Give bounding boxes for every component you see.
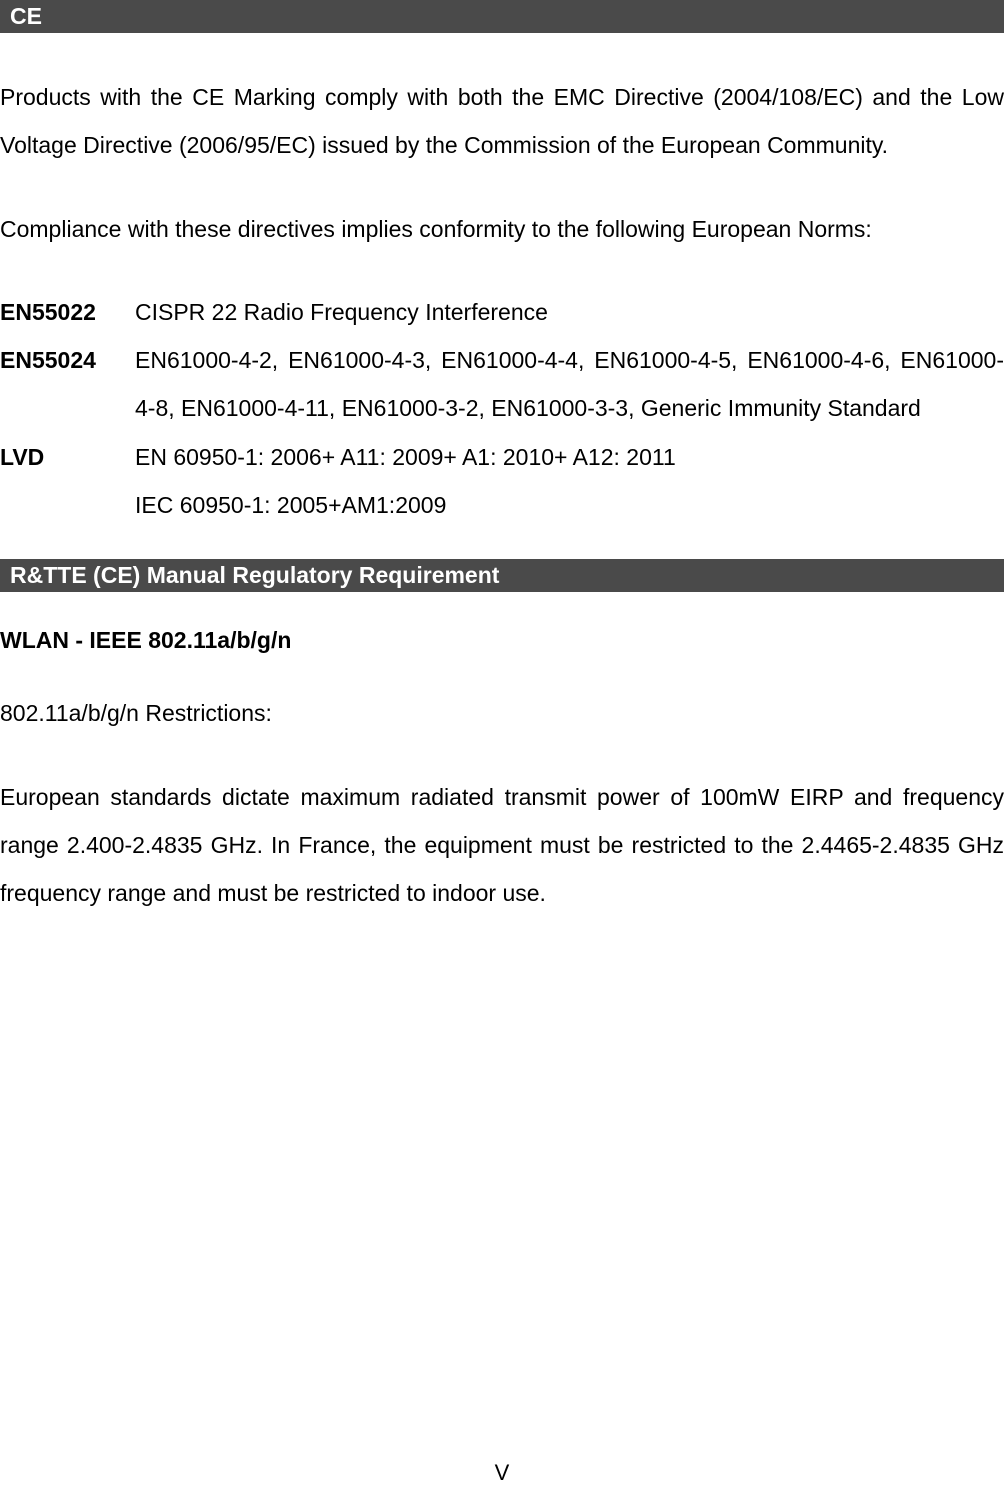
ce-paragraph-1: Products with the CE Marking comply with… [0,73,1004,170]
standard-row-en55024: EN55024 EN61000-4-2, EN61000-4-3, EN6100… [0,336,1004,433]
standard-row-lvd: LVD EN 60950-1: 2006+ A11: 2009+ A1: 201… [0,433,1004,481]
standard-label: EN55022 [0,288,135,336]
standard-label: EN55024 [0,336,135,384]
standard-value: CISPR 22 Radio Frequency Interference [135,288,1004,336]
standard-value-line2: IEC 60950-1: 2005+AM1:2009 [135,481,1004,529]
standard-row-en55022: EN55022 CISPR 22 Radio Frequency Interfe… [0,288,1004,336]
standards-block: EN55022 CISPR 22 Radio Frequency Interfe… [0,288,1004,529]
rtte-section-header: R&TTE (CE) Manual Regulatory Requirement [0,559,1004,592]
restrictions-heading: 802.11a/b/g/n Restrictions: [0,689,1004,737]
rtte-paragraph: European standards dictate maximum radia… [0,773,1004,918]
rtte-content: WLAN - IEEE 802.11a/b/g/n 802.11a/b/g/n … [0,627,1004,917]
ce-paragraph-2: Compliance with these directives implies… [0,205,1004,253]
ce-content: Products with the CE Marking comply with… [0,73,1004,529]
wlan-heading: WLAN - IEEE 802.11a/b/g/n [0,627,1004,654]
standard-label: LVD [0,433,135,481]
standard-value: EN 60950-1: 2006+ A11: 2009+ A1: 2010+ A… [135,433,1004,481]
ce-section-header: CE [0,0,1004,33]
page-number: V [495,1460,510,1486]
standard-value: EN61000-4-2, EN61000-4-3, EN61000-4-4, E… [135,336,1004,433]
